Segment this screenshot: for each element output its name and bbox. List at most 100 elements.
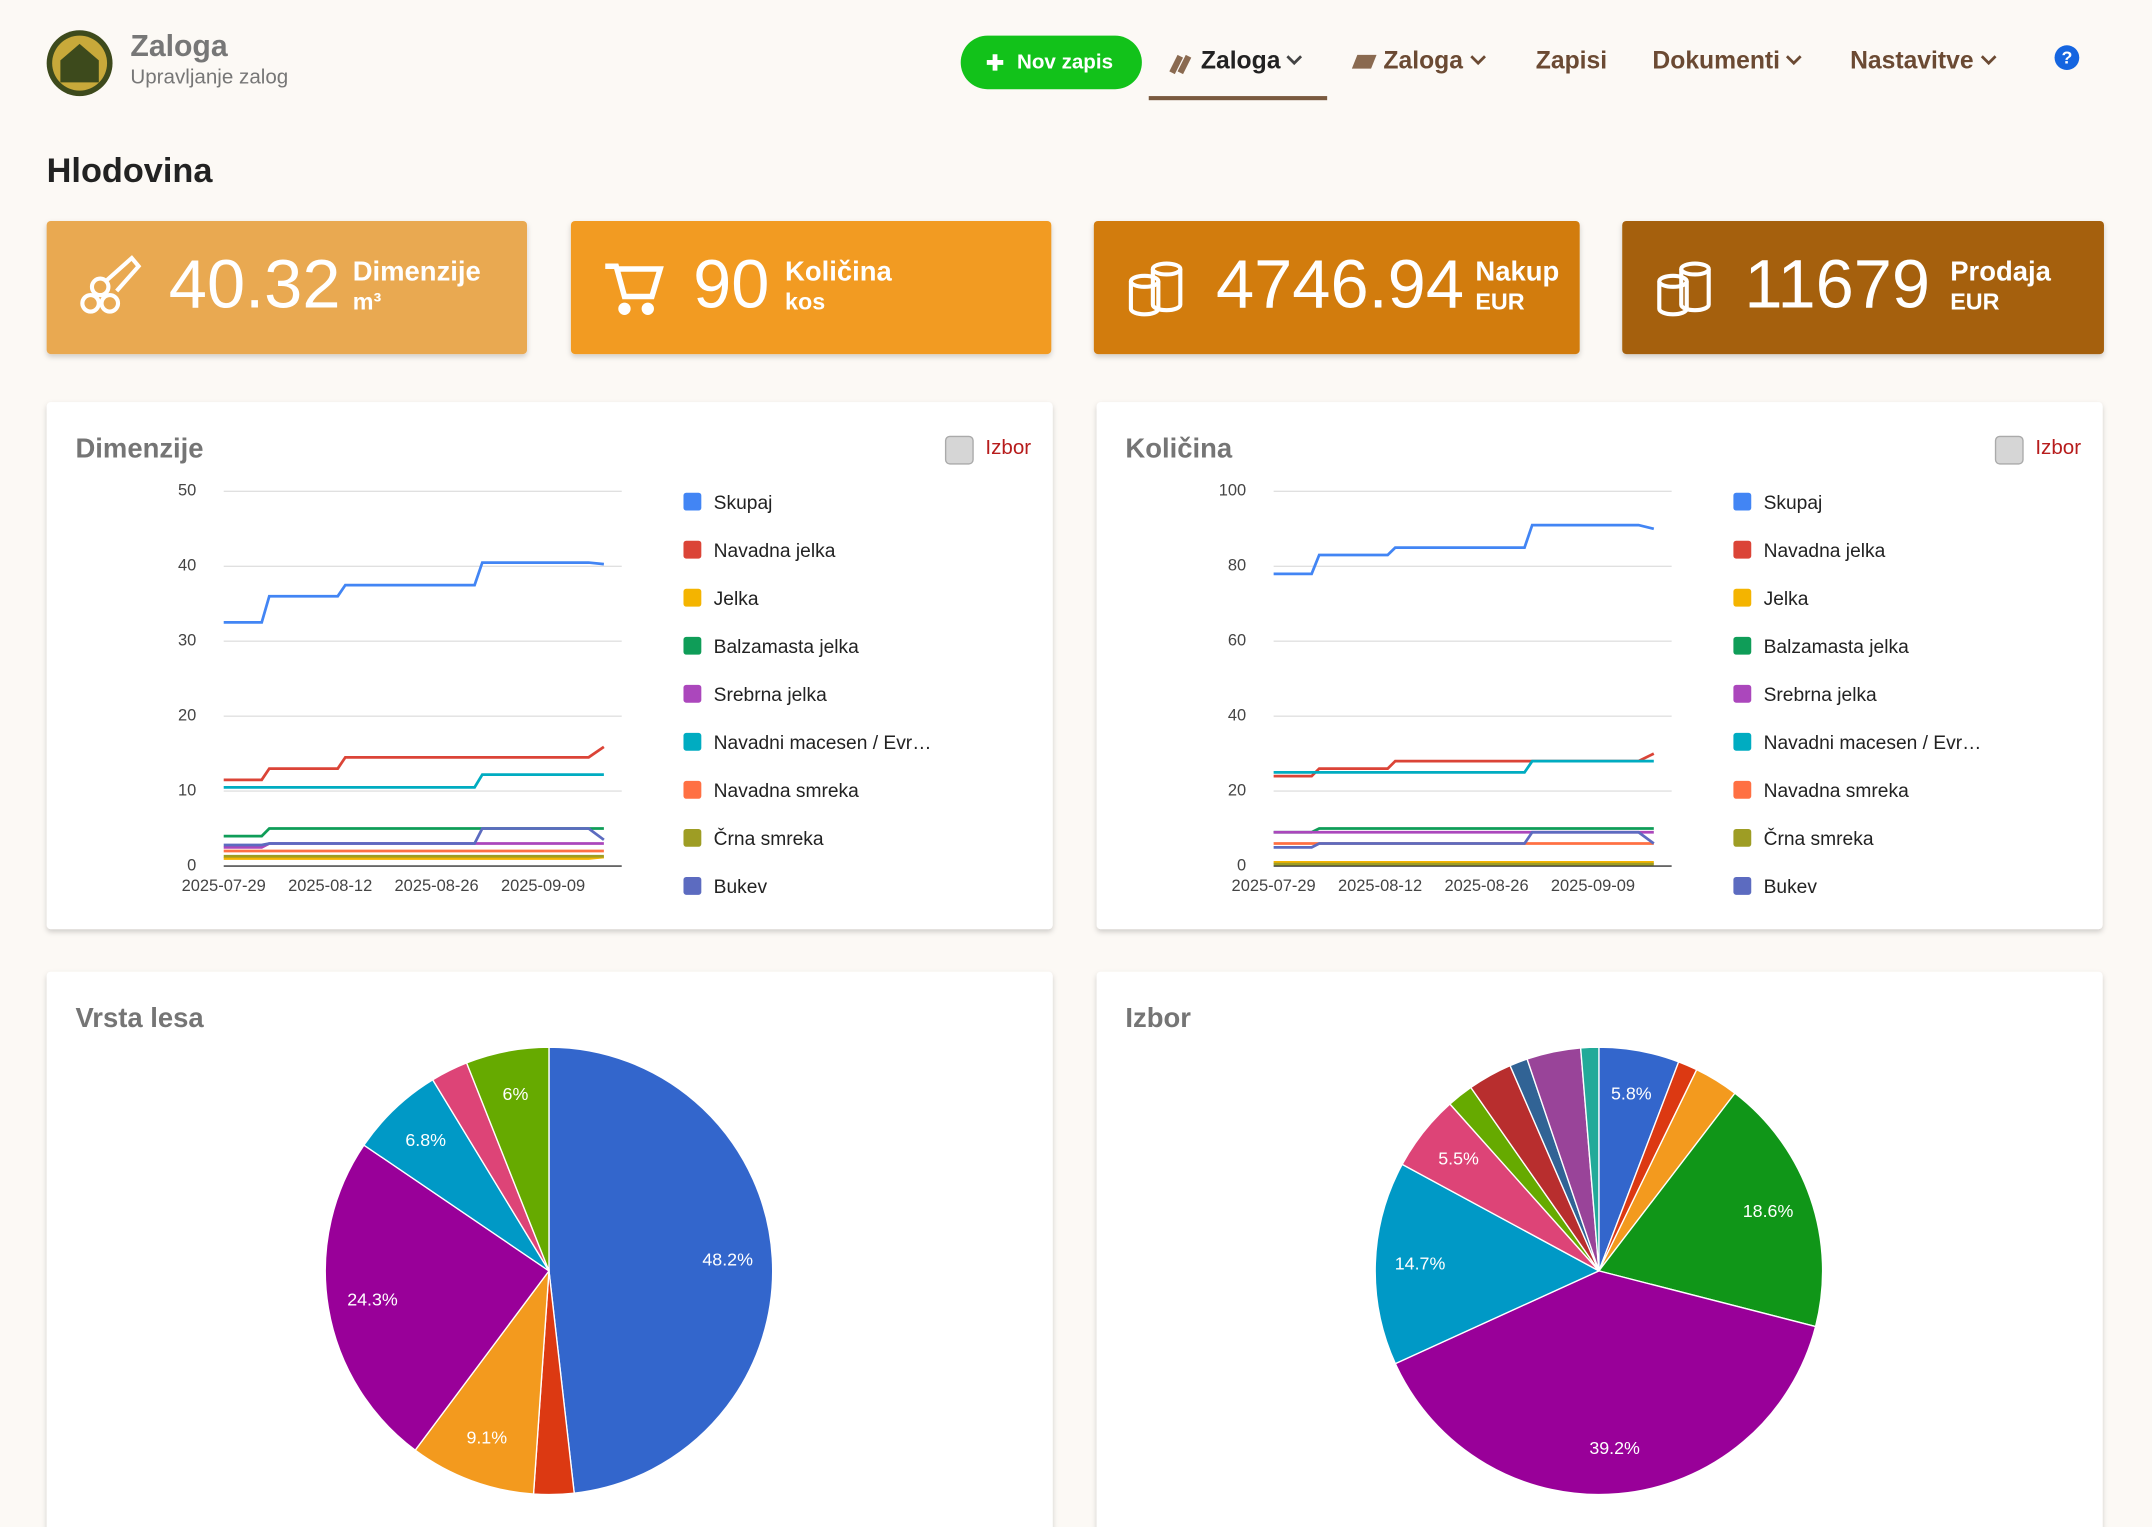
logs-icon bbox=[1169, 54, 1192, 75]
legend-swatch bbox=[683, 876, 702, 895]
legend-swatch bbox=[683, 828, 702, 847]
pie-slice bbox=[1579, 1046, 1600, 1271]
legend-label: Črna smreka bbox=[714, 828, 824, 850]
x-tick-label: 2025-07-29 bbox=[1232, 877, 1316, 895]
pie-slice bbox=[1394, 1270, 1817, 1496]
stat-label: Količina bbox=[785, 255, 892, 286]
legend-swatch bbox=[683, 540, 702, 559]
legend-label: Srebrna jelka bbox=[714, 685, 827, 706]
series-line bbox=[223, 561, 605, 624]
chart-title: Izbor bbox=[1125, 1002, 1191, 1033]
stat-value: 11679 bbox=[1744, 246, 1930, 323]
legend-swatch bbox=[1733, 828, 1752, 847]
panel bbox=[46, 402, 1053, 930]
slice-label: 18.6% bbox=[1743, 1201, 1794, 1221]
planks-icon bbox=[1351, 54, 1377, 69]
legend-label: Črna smreka bbox=[1764, 828, 1874, 850]
nav-item[interactable]: Zaloga bbox=[1201, 47, 1281, 74]
chart-title: Dimenzije bbox=[75, 432, 203, 463]
chart-title: Vrsta lesa bbox=[75, 1002, 204, 1033]
charts: Dimenzije Izbor 0 10 20 30 40 50 2025-07-29 2025-… bbox=[75, 432, 2081, 1496]
toggle-label[interactable]: Izbor bbox=[985, 436, 1031, 459]
new-record-button[interactable] bbox=[960, 35, 1142, 90]
slice-label: 6.8% bbox=[405, 1130, 446, 1150]
chevron bbox=[1286, 55, 1303, 66]
series-line bbox=[1273, 523, 1655, 576]
chevron bbox=[1785, 55, 1802, 66]
x-tick-label: 2025-08-12 bbox=[288, 877, 372, 895]
legend-label: Skupaj bbox=[714, 493, 773, 514]
nav-item[interactable]: Zapisi bbox=[1536, 47, 1607, 74]
legend-label: Bukev bbox=[714, 877, 768, 898]
slice-label: 9.1% bbox=[466, 1427, 507, 1447]
nav-item[interactable]: Nastavitve bbox=[1850, 47, 1974, 74]
legend-swatch bbox=[1733, 492, 1752, 511]
legend-swatch bbox=[1733, 876, 1752, 895]
series-line bbox=[223, 773, 604, 789]
legend-swatch bbox=[683, 636, 702, 655]
slice-label: 6% bbox=[503, 1084, 529, 1104]
slice-label: 5.8% bbox=[1611, 1084, 1652, 1104]
logs-stat-icon bbox=[80, 255, 142, 314]
y-tick-label: 0 bbox=[1237, 856, 1246, 874]
legend-label: Jelka bbox=[1764, 589, 1809, 610]
chart-title: Količina bbox=[1125, 432, 1232, 463]
series-line bbox=[1273, 759, 1654, 774]
coins-icon bbox=[1657, 261, 1711, 317]
plus-icon bbox=[986, 54, 1004, 71]
active-underline bbox=[1148, 96, 1328, 101]
toggle-label[interactable]: Izbor bbox=[2035, 436, 2081, 459]
legend-swatch bbox=[1733, 540, 1752, 559]
checkbox[interactable] bbox=[944, 435, 974, 465]
new-record-label[interactable]: Nov zapis bbox=[1017, 51, 1113, 74]
stat-label: Prodaja bbox=[1950, 255, 2051, 286]
y-tick-label: 0 bbox=[187, 856, 196, 874]
legend-swatch bbox=[683, 684, 702, 703]
y-tick-label: 60 bbox=[1228, 632, 1246, 650]
app-title[interactable]: Zaloga bbox=[130, 30, 227, 63]
slice-label: 14.7% bbox=[1395, 1253, 1446, 1273]
pie-slice bbox=[548, 1046, 774, 1494]
stat-unit: EUR bbox=[1950, 288, 1999, 314]
pie-slice bbox=[324, 1144, 550, 1452]
stat-card bbox=[570, 220, 1052, 355]
nav-item[interactable]: Zaloga bbox=[1383, 47, 1463, 74]
legend-label: Navadna smreka bbox=[1764, 781, 1909, 802]
checkbox[interactable] bbox=[1994, 435, 2024, 465]
y-tick-label: 10 bbox=[178, 781, 196, 799]
series-line bbox=[223, 827, 605, 847]
stat-card bbox=[1093, 220, 1580, 355]
stat-value: 40.32 bbox=[169, 246, 341, 323]
slice-label: 24.3% bbox=[347, 1289, 398, 1309]
legend-label: Balzamasta jelka bbox=[714, 637, 859, 658]
y-tick-label: 40 bbox=[1228, 706, 1246, 724]
help-icon[interactable] bbox=[2054, 45, 2080, 70]
chevron bbox=[1980, 55, 1997, 66]
y-tick-label: 50 bbox=[178, 482, 196, 500]
legend-label: Skupaj bbox=[1764, 493, 1823, 514]
legend-swatch bbox=[1733, 732, 1752, 751]
pie-slice bbox=[465, 1046, 550, 1272]
help-label[interactable]: ? bbox=[2061, 48, 2072, 68]
x-tick-label: 2025-08-26 bbox=[395, 877, 479, 895]
y-tick-label: 80 bbox=[1228, 557, 1246, 575]
legend-swatch bbox=[683, 780, 702, 799]
legend-label: Srebrna jelka bbox=[1764, 685, 1877, 706]
series-line bbox=[223, 745, 605, 782]
stat-value: 4746.94 bbox=[1216, 246, 1464, 323]
cart-icon bbox=[605, 263, 664, 315]
stat-value: 90 bbox=[693, 246, 769, 323]
y-tick-label: 20 bbox=[1228, 781, 1246, 799]
series-line bbox=[1273, 830, 1655, 849]
stat-unit: EUR bbox=[1475, 288, 1524, 314]
legend-swatch bbox=[683, 492, 702, 511]
legend-label: Navadni macesen / Evr… bbox=[714, 733, 932, 754]
coins-icon bbox=[1128, 261, 1183, 317]
pie-slice bbox=[1374, 1163, 1601, 1365]
stat-unit: kos bbox=[785, 288, 825, 314]
legend-label: Navadni macesen / Evr… bbox=[1764, 733, 1982, 754]
legend-label: Jelka bbox=[714, 589, 759, 610]
nav-item[interactable]: Dokumenti bbox=[1652, 47, 1780, 74]
